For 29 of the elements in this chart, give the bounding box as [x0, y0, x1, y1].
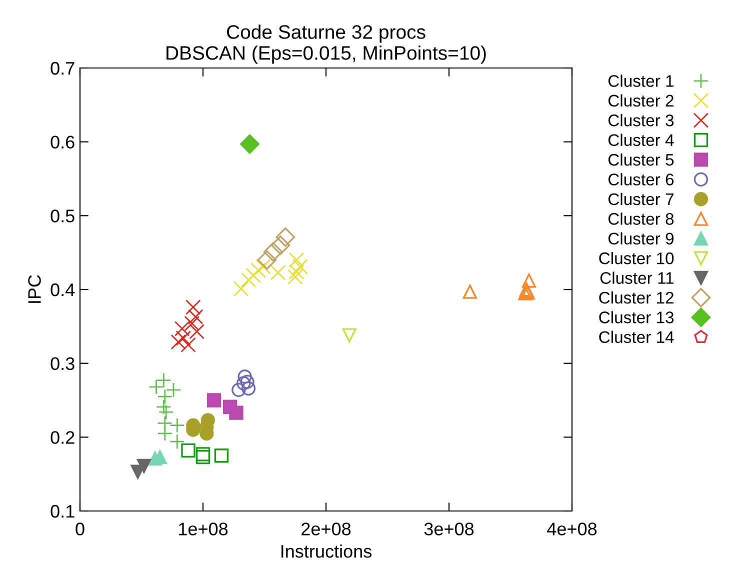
legend-label: Cluster 12 [599, 291, 674, 304]
y-tick-label: 0.7 [50, 62, 74, 75]
legend-label: Cluster 7 [608, 192, 674, 206]
legend-label: Cluster 3 [608, 114, 674, 126]
y-tick-label: 0.1 [50, 504, 74, 518]
legend-label: Cluster 6 [608, 173, 674, 186]
legend-label: Cluster 14 [599, 330, 674, 344]
legend-label: Cluster 1 [608, 74, 674, 87]
legend-label: Cluster 11 [600, 272, 674, 284]
y-tick-label: 0.2 [50, 431, 74, 444]
y-tick-label: 0.6 [50, 136, 74, 149]
x-tick-label: 0 [76, 522, 84, 536]
x-tick-label: 1e+08 [179, 522, 228, 536]
legend-label: Cluster 2 [608, 94, 674, 107]
legend-label: Cluster 9 [608, 232, 674, 245]
y-axis-title: IPC [28, 275, 41, 303]
x-axis-title: Instructions [282, 544, 372, 558]
legend-label: Cluster 8 [608, 212, 674, 225]
legend-label: Cluster 13 [599, 311, 674, 324]
y-tick-label: 0.5 [50, 210, 74, 222]
y-tick-label: 0.4 [50, 283, 75, 296]
x-tick-label: 3e+08 [424, 522, 474, 536]
legend-label: Cluster 10 [599, 252, 674, 264]
chart-title: Code Saturne 32 procs DBSCAN (Eps=0.015, MinPoints=10) [166, 24, 486, 64]
legend-label: Cluster 4 [608, 134, 674, 146]
legend-label: Cluster 5 [608, 153, 674, 166]
x-tick-label: 4e+08 [547, 522, 597, 536]
x-tick-label: 2e+08 [302, 522, 351, 536]
y-tick-label: 0.3 [50, 357, 74, 370]
